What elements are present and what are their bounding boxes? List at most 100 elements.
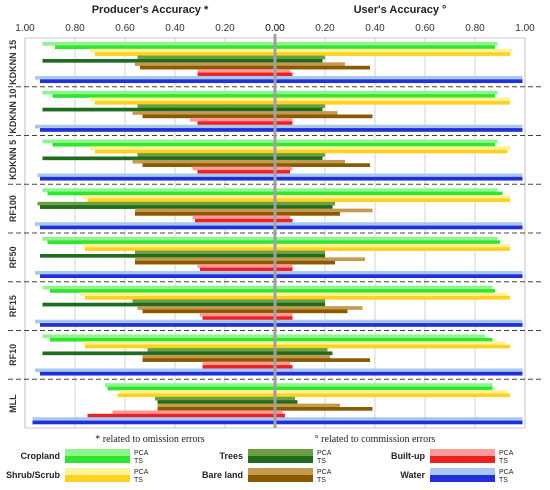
legend-swatch-ts xyxy=(430,456,495,463)
bar-user-built-up-pca xyxy=(275,312,293,317)
bar-producer-shrub-scrub-pca xyxy=(90,146,275,150)
bar-user-built-up-ts xyxy=(275,316,293,321)
bar-producer-built-up-pca xyxy=(197,264,275,268)
bar-producer-shrub-scrub-ts xyxy=(87,198,275,203)
legend-ts-label: TS xyxy=(134,458,143,465)
bar-producer-shrub-scrub-ts xyxy=(117,393,275,398)
bar-user-built-up-pca xyxy=(275,361,290,366)
bar-user-cropland-pca xyxy=(275,90,498,95)
bar-user-trees-pca xyxy=(275,396,295,401)
omission-note: * related to omission errors xyxy=(95,434,205,445)
legend-pca-label: PCA xyxy=(317,450,332,457)
bar-producer-water-pca xyxy=(35,124,275,129)
legend-swatch-pca xyxy=(430,449,495,456)
bar-producer-water-ts xyxy=(40,274,275,279)
bar-producer-shrub-scrub-ts xyxy=(95,52,275,56)
bar-producer-shrub-scrub-pca xyxy=(80,292,275,297)
bar-producer-cropland-ts xyxy=(47,191,275,196)
bar-producer-water-pca xyxy=(37,173,275,178)
bar-user-shrub-scrub-pca xyxy=(275,243,510,248)
legend-label: Built-up xyxy=(391,451,425,461)
bar-user-shrub-scrub-ts xyxy=(275,344,510,349)
tick-label-right: 0.80 xyxy=(465,23,485,34)
bar-producer-trees-ts xyxy=(42,351,275,356)
bar-producer-water-ts xyxy=(40,371,275,376)
producer-accuracy-title: Producer's Accuracy * xyxy=(92,4,209,16)
bar-user-built-up-ts xyxy=(275,121,293,126)
bar-user-water-pca xyxy=(275,173,523,178)
bar-user-built-up-ts xyxy=(275,72,293,77)
legend-swatch-pca xyxy=(65,468,130,475)
bar-user-trees-pca xyxy=(275,104,325,109)
bar-user-water-ts xyxy=(275,323,523,327)
tick-label-left: 0.60 xyxy=(115,23,135,34)
bar-producer-trees-ts xyxy=(42,58,275,63)
bar-producer-built-up-ts xyxy=(197,121,275,126)
bar-user-built-up-pca xyxy=(275,215,290,220)
bar-producer-bare-land-pca xyxy=(135,62,275,67)
bar-user-bare-land-ts xyxy=(275,260,335,265)
method-label: RF100 xyxy=(8,195,18,222)
bar-user-water-pca xyxy=(275,75,523,80)
bar-user-cropland-ts xyxy=(275,386,493,391)
bar-producer-water-ts xyxy=(32,420,275,425)
legend-pca-label: PCA xyxy=(134,469,149,476)
bar-user-trees-ts xyxy=(275,302,325,307)
bar-user-built-up-pca xyxy=(275,264,293,268)
bar-user-water-pca xyxy=(275,368,523,373)
user-accuracy-title: User's Accuracy ° xyxy=(354,4,447,16)
bars xyxy=(32,34,523,428)
bar-user-shrub-scrub-ts xyxy=(275,295,510,300)
bar-user-built-up-ts xyxy=(275,267,293,272)
bar-user-water-ts xyxy=(275,420,523,425)
bar-user-shrub-scrub-pca xyxy=(275,146,510,150)
bar-user-bare-land-ts xyxy=(275,407,373,411)
bar-producer-bare-land-pca xyxy=(157,403,275,408)
bar-user-bare-land-ts xyxy=(275,309,348,314)
bar-user-water-ts xyxy=(275,176,523,181)
tick-label-left: 1.00 xyxy=(15,23,35,34)
bar-user-bare-land-ts xyxy=(275,212,340,216)
legend-label: Bare land xyxy=(202,470,243,480)
legend-ts-label: TS xyxy=(499,458,508,465)
legend-swatch-ts xyxy=(65,456,130,463)
bar-user-built-up-ts xyxy=(275,218,293,223)
bar-producer-bare-land-pca xyxy=(135,257,275,262)
legend-label: Shrub/Scrub xyxy=(6,470,61,480)
bar-user-cropland-pca xyxy=(275,188,498,192)
bar-user-shrub-scrub-ts xyxy=(275,149,508,154)
bar-user-trees-pca xyxy=(275,250,325,255)
bar-producer-shrub-scrub-ts xyxy=(95,100,275,105)
legend-swatch-pca xyxy=(248,449,313,456)
bar-user-trees-ts xyxy=(275,400,298,404)
legend-label: Water xyxy=(400,470,425,480)
bar-producer-built-up-pca xyxy=(192,215,275,220)
bar-producer-water-pca xyxy=(35,222,275,226)
bar-user-cropland-ts xyxy=(275,94,495,98)
bar-user-cropland-ts xyxy=(275,191,503,196)
bar-user-water-pca xyxy=(275,417,523,421)
bar-user-trees-ts xyxy=(275,107,323,112)
bar-producer-water-ts xyxy=(40,323,275,327)
bar-user-trees-pca xyxy=(275,55,325,60)
bar-user-built-up-ts xyxy=(275,413,285,418)
bar-user-bare-land-pca xyxy=(275,306,363,310)
bar-producer-cropland-pca xyxy=(42,334,275,339)
bar-user-trees-pca xyxy=(275,348,328,352)
method-label: RF15 xyxy=(8,295,18,317)
axis-ticks: 1.00 0.80 0.60 0.40 0.20 0.000.00 0.20 0.40 0.60… xyxy=(15,23,535,34)
bar-producer-trees-pca xyxy=(37,201,275,206)
bar-user-built-up-ts xyxy=(275,170,290,174)
bar-producer-trees-pca xyxy=(155,396,275,401)
bar-producer-built-up-ts xyxy=(197,72,275,77)
legend-pca-label: PCA xyxy=(317,469,332,476)
method-label: MLL xyxy=(8,394,18,413)
bar-producer-built-up-ts xyxy=(197,170,275,174)
bar-user-trees-pca xyxy=(275,201,335,206)
method-labels: KDKNN 15 KDKNN 10 KDKNN 5 RF100 RF50 RF15 RF10… xyxy=(8,40,18,413)
bar-producer-shrub-scrub-pca xyxy=(90,97,275,102)
bar-user-built-up-ts xyxy=(275,365,293,369)
bar-producer-cropland-ts xyxy=(55,45,275,50)
bar-user-cropland-pca xyxy=(275,383,493,387)
